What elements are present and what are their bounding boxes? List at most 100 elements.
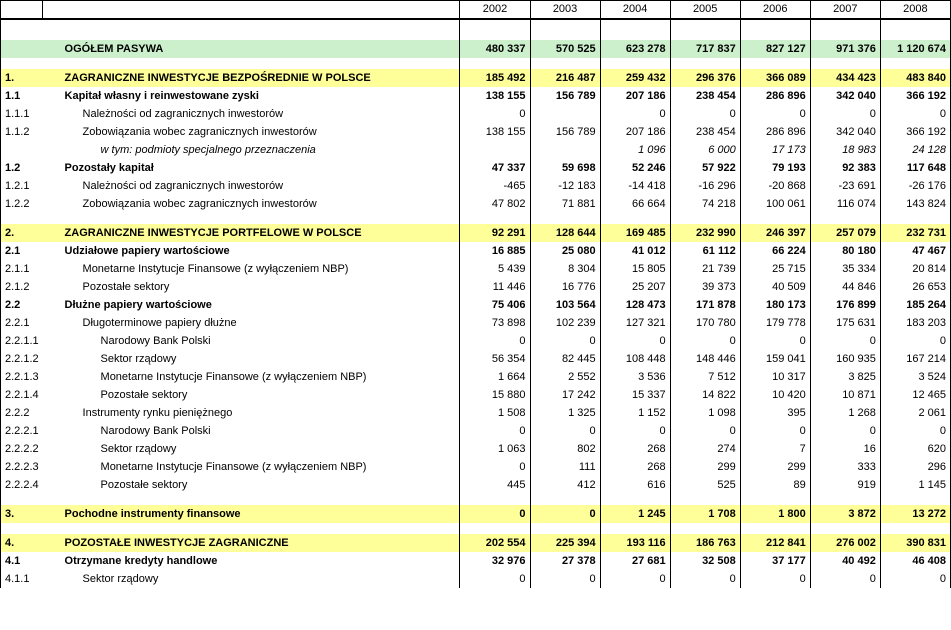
row-value: 0 [460,332,530,350]
row-value: 17 242 [530,386,600,404]
row-label: Pochodne instrumenty finansowe [43,505,460,523]
row-value: 299 [740,458,810,476]
row-value: 216 487 [530,69,600,87]
row-value: 1 708 [670,505,740,523]
row-value: 186 763 [670,534,740,552]
table-row: 2.2Dłużne papiery wartościowe75 406103 5… [1,296,951,314]
row-value: 193 116 [600,534,670,552]
row-value: 156 789 [530,87,600,105]
row-value: 10 317 [740,368,810,386]
row-code: 2.2.1.4 [1,386,43,404]
row-value: 25 080 [530,242,600,260]
row-value: 159 041 [740,350,810,368]
row-value: 274 [670,440,740,458]
row-label: ZAGRANICZNE INWESTYCJE BEZPOŚREDNIE W PO… [43,69,460,87]
row-value: 16 776 [530,278,600,296]
row-value: 128 644 [530,224,600,242]
row-value: 232 731 [880,224,950,242]
row-value: 73 898 [460,314,530,332]
row-value: 238 454 [670,123,740,141]
row-label: Długoterminowe papiery dłużne [43,314,460,332]
row-value: 16 [810,440,880,458]
row-value: 0 [810,422,880,440]
row-value: 111 [530,458,600,476]
row-value: 207 186 [600,123,670,141]
header-year: 2007 [810,1,880,19]
row-value: 52 246 [600,159,670,177]
row-value: 185 264 [880,296,950,314]
row-value: 117 648 [880,159,950,177]
row-value: 18 983 [810,141,880,159]
row-code: 2.2.1 [1,314,43,332]
row-value: 56 354 [460,350,530,368]
row-value: 74 218 [670,195,740,213]
row-value: 3 524 [880,368,950,386]
row-value: 61 112 [670,242,740,260]
row-value: 1 664 [460,368,530,386]
row-value: 286 896 [740,123,810,141]
table-row: 1.2.2Zobowiązania wobec zagranicznych in… [1,195,951,213]
row-value: 919 [810,476,880,494]
row-value: 32 508 [670,552,740,570]
row-value: 11 446 [460,278,530,296]
row-code: 4.1.1 [1,570,43,588]
row-value: 366 089 [740,69,810,87]
separator-row [1,19,951,29]
table-row: 4.1.1Sektor rządowy0000000 [1,570,951,588]
row-value: 342 040 [810,87,880,105]
table-row: 2.2.1.4Pozostałe sektory15 88017 24215 3… [1,386,951,404]
header-year: 2004 [600,1,670,19]
row-label: Sektor rządowy [43,440,460,458]
row-value: 66 664 [600,195,670,213]
table-row: 2.2.1.3Monetarne Instytucje Finansowe (z… [1,368,951,386]
row-code [1,141,43,159]
table-row: 2.2.2Instrumenty rynku pieniężnego1 5081… [1,404,951,422]
table-row: 4.1Otrzymane kredyty handlowe32 97627 37… [1,552,951,570]
row-label: Dłużne papiery wartościowe [43,296,460,314]
table-row: 4.POZOSTAŁE INWESTYCJE ZAGRANICZNE202 55… [1,534,951,552]
row-value: 16 885 [460,242,530,260]
row-label: Pozostałe sektory [43,476,460,494]
row-value: 185 492 [460,69,530,87]
row-code: 4.1 [1,552,43,570]
row-value: 0 [460,105,530,123]
row-value: 0 [460,505,530,523]
row-value: 207 186 [600,87,670,105]
row-value: 180 173 [740,296,810,314]
row-value: 39 373 [670,278,740,296]
row-value: 276 002 [810,534,880,552]
row-value: 15 880 [460,386,530,404]
row-value: 212 841 [740,534,810,552]
header-year: 2006 [740,1,810,19]
row-value: 246 397 [740,224,810,242]
row-value: 0 [670,332,740,350]
row-value: 0 [880,105,950,123]
row-value: 525 [670,476,740,494]
row-value: 1 145 [880,476,950,494]
row-value: 10 420 [740,386,810,404]
row-value [530,105,600,123]
row-value: 802 [530,440,600,458]
row-value: 79 193 [740,159,810,177]
table-row: 2.2.2.1Narodowy Bank Polski0000000 [1,422,951,440]
row-value: 66 224 [740,242,810,260]
row-label: Należności od zagranicznych inwestorów [43,177,460,195]
row-value: 445 [460,476,530,494]
row-value: 257 079 [810,224,880,242]
row-value: 47 802 [460,195,530,213]
row-value: 1 268 [810,404,880,422]
table-row: 1.1.2Zobowiązania wobec zagranicznych in… [1,123,951,141]
row-code: 1.1.2 [1,123,43,141]
row-code: 2.2.2.2 [1,440,43,458]
row-value: 0 [670,422,740,440]
row-value: 171 878 [670,296,740,314]
row-code: 2.2.2.4 [1,476,43,494]
row-value: 41 012 [600,242,670,260]
row-value: 12 465 [880,386,950,404]
row-value: 0 [810,105,880,123]
row-label: Pozostały kapitał [43,159,460,177]
row-code: 2.2.2.3 [1,458,43,476]
row-value: -23 691 [810,177,880,195]
row-code: 2.2.2 [1,404,43,422]
table-row: OGÓŁEM PASYWA480 337570 525623 278717 83… [1,40,951,58]
